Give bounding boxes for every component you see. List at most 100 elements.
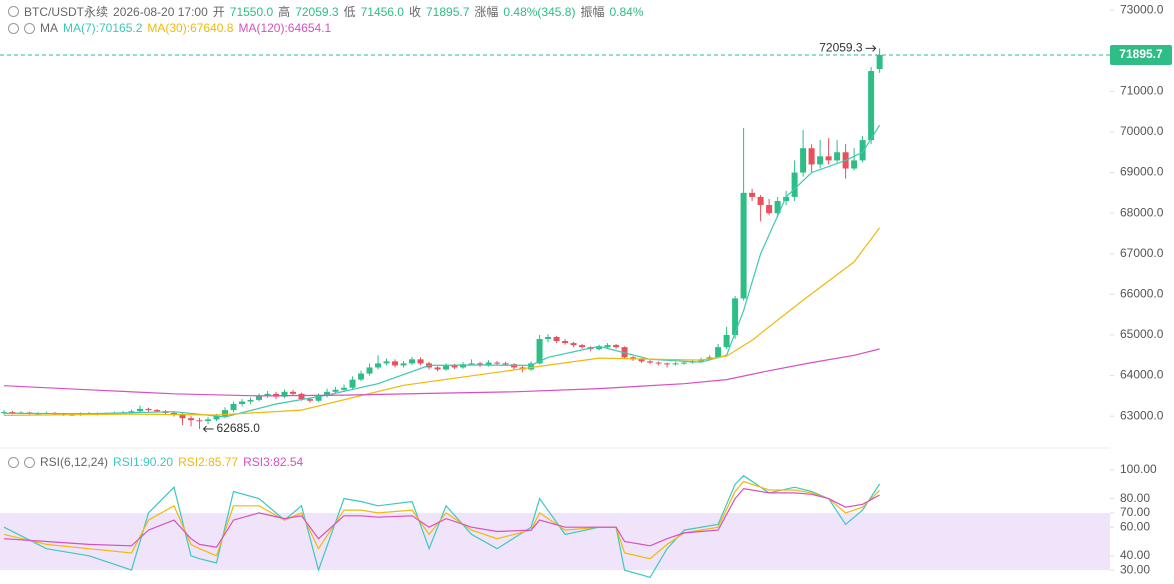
collapse-icon[interactable]	[8, 6, 19, 17]
candle-body	[596, 347, 603, 350]
indicator-line	[3, 124, 881, 418]
ma-legend: MA MA(7):70165.2 MA(30):67640.8 MA(120):646…	[8, 21, 331, 35]
candle-body	[570, 343, 577, 346]
candle-body	[417, 359, 424, 364]
field-key: 低	[343, 5, 356, 19]
arrow-head	[202, 425, 207, 433]
visibility-icon[interactable]	[24, 456, 35, 468]
y-tick-label: 70.00	[1120, 505, 1150, 519]
y-tick-label: 63000.0	[1120, 408, 1164, 422]
candle-body	[460, 364, 467, 368]
y-tick-label: 60.00	[1120, 519, 1150, 533]
time: 2026-08-20 17:00	[113, 4, 208, 19]
legend-entry: RSI3:82.54	[243, 455, 304, 469]
candle-body	[154, 410, 161, 412]
candle-body	[349, 379, 356, 388]
candle-body	[188, 418, 195, 421]
candle-body	[392, 361, 399, 366]
candle-body	[783, 196, 790, 201]
candle-body	[749, 192, 756, 197]
candle-body	[579, 345, 586, 348]
y-tick-label: 73000.0	[1120, 2, 1164, 16]
y-tick-label: 40.00	[1120, 548, 1150, 562]
arrow-head	[872, 44, 877, 52]
annotation-label: 72059.3	[819, 41, 863, 55]
legend-entry: RSI2:85.77	[178, 455, 239, 469]
candle-body	[332, 389, 339, 392]
candle-body	[876, 54, 883, 70]
candle-body	[672, 363, 679, 365]
candle-body	[536, 339, 543, 364]
rsi-band	[0, 512, 1110, 571]
candle-body	[239, 401, 246, 404]
field-value: 71550.0	[229, 4, 274, 19]
field-key: 收	[408, 5, 421, 19]
field-key: 振幅	[580, 5, 605, 19]
legend-entry: MA(30):67640.8	[147, 21, 234, 35]
candle-body	[723, 334, 730, 348]
candle-body	[9, 412, 16, 414]
field-value: 71895.7	[426, 4, 470, 19]
candle-body	[485, 362, 492, 366]
indicator-line	[3, 348, 880, 397]
candle-body	[451, 365, 458, 368]
candle-body	[800, 148, 807, 173]
legend-title: MA	[40, 21, 58, 35]
indicator-line	[3, 487, 880, 548]
collapse-icon[interactable]	[8, 456, 19, 468]
candle-body	[400, 363, 407, 366]
last-price-label: 71895.7	[1119, 47, 1163, 61]
candle-body	[791, 172, 798, 197]
candle-body	[647, 361, 654, 363]
legend-entry: RSI1:90.20	[113, 455, 174, 469]
field-value: 0.84%	[609, 4, 644, 19]
candle-body	[655, 362, 662, 364]
candle-body	[281, 391, 288, 397]
candle-body	[613, 345, 620, 348]
last-price-box	[1110, 44, 1172, 65]
y-tick-label: 68000.0	[1120, 205, 1164, 219]
header-row: BTC/USDT永续 2026-08-20 17:00 开 71550.0 高 72059…	[8, 3, 644, 20]
candle-body	[808, 148, 815, 165]
y-tick-label: 69000.0	[1120, 165, 1164, 179]
candle-body	[247, 399, 254, 402]
candle-body	[715, 347, 722, 358]
candle-body	[494, 362, 501, 364]
candle-body	[545, 336, 552, 340]
y-tick-label: 70000.0	[1120, 124, 1164, 138]
indicator-line	[3, 227, 881, 416]
candle-body	[145, 408, 152, 411]
candle-body	[443, 365, 450, 370]
candle-body	[740, 192, 747, 299]
candle-body	[757, 196, 764, 206]
candle-body	[817, 156, 824, 165]
y-tick-label: 100.00	[1120, 462, 1157, 476]
symbol: BTC/USDT永续	[24, 5, 109, 19]
y-tick-label: 66000.0	[1120, 287, 1164, 301]
annotation-label: 62685.0	[217, 421, 261, 435]
legend-title: RSI(6,12,24)	[40, 455, 109, 469]
field-key: 涨幅	[474, 5, 499, 19]
candle-body	[290, 391, 297, 394]
candle-body	[732, 298, 739, 335]
collapse-icon[interactable]	[8, 22, 19, 34]
candle-body	[230, 403, 237, 411]
candle-body	[638, 359, 645, 362]
candle-body	[553, 336, 560, 342]
indicator-line	[3, 480, 881, 560]
candle-body	[859, 140, 866, 161]
candle-body	[468, 363, 475, 365]
candle-body	[825, 156, 832, 161]
rsi-legend: RSI(6,12,24) RSI1:90.20 RSI2:85.77 RSI3:82.…	[8, 455, 303, 469]
visibility-icon[interactable]	[24, 22, 35, 34]
field-key: 高	[278, 5, 291, 19]
y-tick-label: 71000.0	[1120, 84, 1164, 98]
candle-body	[366, 367, 373, 374]
candle-body	[222, 410, 229, 417]
candle-body	[137, 408, 144, 412]
indicator-line	[3, 474, 881, 579]
candle-body	[341, 387, 348, 390]
candle-body	[358, 373, 365, 380]
candle-body	[256, 395, 263, 400]
